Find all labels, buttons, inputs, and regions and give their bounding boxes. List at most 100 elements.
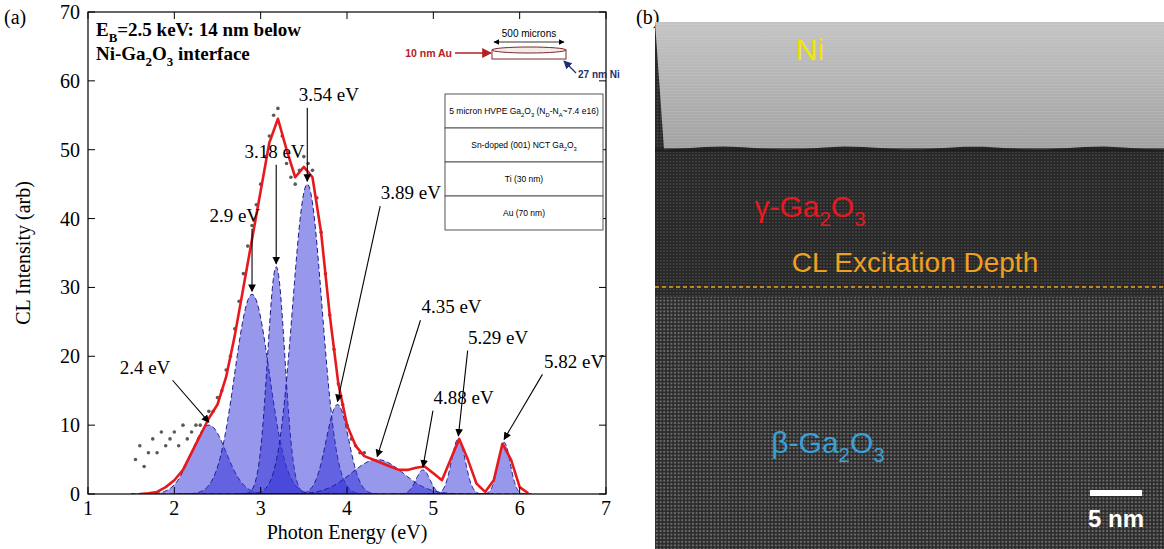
plot-frame [88, 12, 606, 494]
text-part: β-Ga [771, 426, 839, 459]
peak-label: 3.89 eV [381, 182, 441, 203]
data-point [164, 444, 168, 448]
x-axis-title: Photon Energy (eV) [267, 521, 428, 544]
data-point [177, 444, 181, 448]
peak-arrow [423, 411, 433, 467]
text-part: ~7.4 e16) [563, 106, 599, 116]
text-part: Au (70 nm) [503, 208, 545, 218]
x-tick [88, 12, 89, 19]
text-part: O [850, 426, 873, 459]
peak-arrow [338, 206, 381, 401]
x-tick [519, 487, 520, 494]
peak-arrow [307, 108, 308, 182]
text-part: interface [173, 43, 249, 64]
data-point [151, 437, 155, 441]
inset-label: 27 nm Ni [578, 69, 620, 80]
text-part: Ni-Ga [96, 43, 146, 64]
inset-label: 10 nm Au [405, 47, 452, 59]
x-tick-label: 4 [342, 497, 352, 519]
peak-fit [241, 184, 373, 494]
figure: (a)1234567010203040506070Photon Energy (… [0, 0, 1164, 549]
panel-label: (a) [4, 6, 26, 29]
data-point [311, 169, 315, 173]
peak-arrow [504, 374, 542, 439]
peak-arrow [377, 320, 420, 456]
x-tick-label: 5 [428, 497, 438, 519]
scale-bar-label: 5 nm [1088, 505, 1144, 532]
data-point [198, 423, 202, 427]
x-tick [174, 487, 175, 494]
y-axis-title: CL Intensity (arb) [12, 181, 35, 325]
x-tick-label: 6 [515, 497, 525, 519]
peak-label: 2.4 eV [120, 357, 171, 378]
peak-arrow [458, 351, 467, 436]
inset-arrow [564, 61, 576, 73]
y-tick [88, 356, 95, 357]
y-tick [88, 425, 95, 426]
tem-label: CL Excitation Depth [792, 247, 1038, 278]
peak-label: 3.54 eV [299, 84, 359, 105]
x-tick [347, 487, 348, 494]
sample-disk-top [492, 47, 566, 53]
layer-box [445, 128, 603, 162]
x-tick-label: 1 [83, 497, 93, 519]
x-tick [606, 12, 607, 19]
y-tick-label: 30 [60, 276, 80, 298]
layer-label: Ti (30 nm) [505, 174, 544, 184]
subscript: 2 [839, 444, 850, 466]
peak-label: 3.18 eV [244, 141, 304, 162]
layer-label: Sn-doped (001) NCT Ga2O3 [471, 140, 577, 152]
x-tick [347, 12, 348, 19]
text-part: Ni [796, 33, 824, 66]
data-point [134, 458, 138, 462]
inset-label: 500 microns [502, 28, 556, 39]
data-point [142, 465, 146, 469]
beta-region [655, 297, 1164, 549]
x-tick [174, 12, 175, 19]
y-tick [599, 494, 606, 495]
data-point [160, 430, 164, 434]
x-tick-label: 2 [169, 497, 179, 519]
data-point [185, 437, 189, 441]
layer-label: Au (70 nm) [503, 208, 545, 218]
data-point [173, 430, 177, 434]
y-tick [599, 287, 606, 288]
y-tick-label: 70 [60, 1, 80, 23]
layer-box [445, 162, 603, 196]
peak-label: 5.29 eV [468, 327, 528, 348]
data-point [289, 175, 293, 179]
peak-arrow [251, 229, 252, 291]
x-tick [260, 12, 261, 19]
text-part: O [152, 43, 167, 64]
x-tick [606, 487, 607, 494]
y-tick-label: 20 [60, 345, 80, 367]
tem-label: β-Ga2O3 [771, 426, 884, 466]
y-tick [88, 80, 95, 81]
data-point [207, 410, 211, 414]
subscript: 2 [819, 208, 830, 230]
x-tick [433, 12, 434, 19]
y-tick-label: 40 [60, 208, 80, 230]
data-point [293, 182, 297, 186]
x-tick-label: 7 [601, 497, 611, 519]
layer-label: 5 micron HVPE Ga2O3 (ND-NA~7.4 e16) [449, 106, 599, 118]
y-tick [599, 425, 606, 426]
interface [655, 148, 1164, 152]
x-tick [519, 12, 520, 19]
peak-label: 2.9 eV [209, 205, 260, 226]
text-part: γ-Ga [754, 190, 819, 223]
data-point [194, 423, 198, 427]
scale-bar [1090, 490, 1142, 496]
peak-fit [477, 442, 531, 494]
data-point [181, 423, 185, 427]
text-part: Sn-doped (001) NCT Ga [471, 140, 564, 150]
text-part: -N [550, 106, 559, 116]
annotation: Ni-Ga2O3 interface [96, 43, 250, 69]
y-tick-label: 10 [60, 414, 80, 436]
y-tick [88, 287, 95, 288]
peak-label: 4.35 eV [421, 296, 481, 317]
data-point [147, 451, 151, 455]
data-point [190, 430, 194, 434]
subscript: 3 [574, 146, 577, 152]
peak-arrow [276, 165, 277, 264]
